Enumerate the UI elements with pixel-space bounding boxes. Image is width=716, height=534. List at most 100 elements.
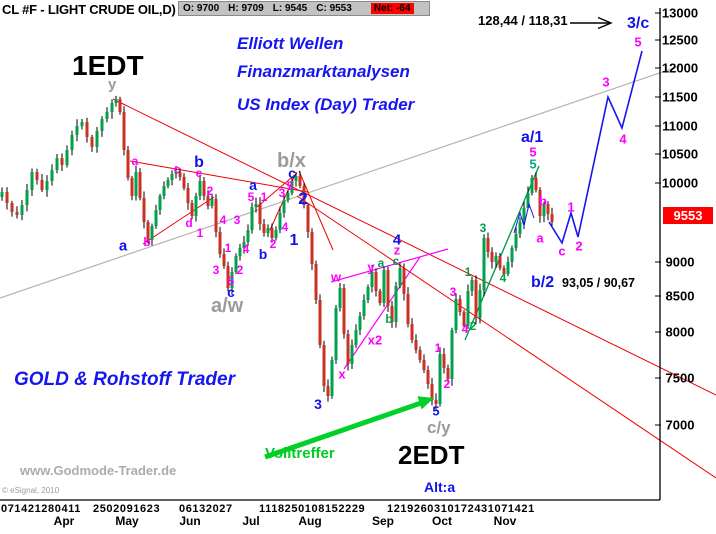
candle-up <box>246 230 250 242</box>
candle-down <box>130 178 134 196</box>
candle-up <box>45 181 49 190</box>
candle-up <box>65 150 69 165</box>
candle-up <box>198 181 202 196</box>
candle-down <box>146 222 150 240</box>
magenta-wyz-line <box>330 248 449 283</box>
candle-down <box>314 264 318 300</box>
red-resistance-from-1edt <box>112 98 716 396</box>
candle-up <box>334 308 338 360</box>
candle-up <box>382 270 386 303</box>
wave-label-2: 2 <box>469 319 477 333</box>
candle-up <box>100 119 104 131</box>
candle-up <box>358 316 362 330</box>
wave-label-3: 3 <box>479 221 487 235</box>
wave-label-2: 2 <box>206 184 214 198</box>
candle-up <box>494 256 498 262</box>
candle-down <box>126 150 130 178</box>
candle-up <box>362 300 366 316</box>
candle-up <box>370 272 374 287</box>
y-axis-tick-label: 11500 <box>662 89 698 105</box>
quote-open: O: 9700 <box>183 3 220 14</box>
brand-line-1: Elliott Wellen <box>237 34 344 53</box>
y-axis-tick-label: 13000 <box>661 5 699 21</box>
red-triangle-top <box>129 160 309 193</box>
candle-down <box>85 122 89 137</box>
wave-2edt-label: 2EDT <box>398 440 465 470</box>
wave-label-y: y <box>367 259 375 275</box>
candle-down <box>458 299 462 312</box>
wave-label-5: 5 <box>227 274 235 288</box>
y-axis-tick-label: 11000 <box>662 118 698 134</box>
volltreffer-label: Volltreffer <box>265 445 335 462</box>
wave-label-1: 1 <box>196 226 204 240</box>
candle-up <box>242 242 246 248</box>
candle-up <box>290 181 294 193</box>
y-axis-tick-label: 7500 <box>665 370 695 386</box>
candle-up <box>170 174 174 180</box>
candle-up <box>398 268 402 286</box>
wave-label-x: x <box>338 366 346 382</box>
candle-down <box>35 172 39 180</box>
wave-label-3: 3 <box>233 213 241 227</box>
candle-up <box>154 210 158 226</box>
candle-down <box>414 340 418 350</box>
candle-down <box>226 266 230 288</box>
candle-down <box>374 272 378 291</box>
candle-up <box>526 193 530 208</box>
candle-down <box>178 172 182 177</box>
red-channel-lower <box>296 195 716 479</box>
candle-up <box>542 204 546 216</box>
candle-down <box>326 386 330 396</box>
candle-up <box>282 200 286 213</box>
candle-up <box>450 330 454 379</box>
candle-up <box>95 131 99 147</box>
candle-up <box>25 190 29 205</box>
candle-up <box>482 238 486 290</box>
candle-down <box>318 300 322 345</box>
wave-label-4: 4 <box>461 322 469 336</box>
candle-up <box>210 199 214 206</box>
wave-label-3: 3 <box>314 396 322 412</box>
candle-down <box>40 180 44 190</box>
candle-down <box>186 188 190 203</box>
candle-up <box>30 172 34 190</box>
wave-alt-a-label: Alt:a <box>424 479 456 495</box>
y-axis-tick-label: 10500 <box>661 146 699 162</box>
y-axis-tick-label: 8500 <box>665 288 695 304</box>
wave-label-2: 2 <box>575 238 583 254</box>
candle-up <box>350 345 354 364</box>
wave-label-b: b <box>258 246 268 262</box>
wave-label-a: a <box>249 177 257 193</box>
candle-up <box>278 213 282 230</box>
wave-label-3: 3 <box>278 186 286 200</box>
quote-high: H: 9709 <box>228 3 264 14</box>
wave-label-4: 4 <box>392 231 402 249</box>
candle-up <box>470 280 474 291</box>
candle-up <box>518 222 522 234</box>
candle-up <box>338 288 342 308</box>
wave-b2-label: b/2 <box>531 274 555 291</box>
wave-a1-label: a/1 <box>521 129 544 146</box>
candle-down <box>474 280 478 318</box>
wave-label-b: b <box>143 235 151 249</box>
y-axis-tick-label: 12500 <box>661 32 699 48</box>
x-axis-month-label: Apr <box>53 514 75 528</box>
candle-up <box>354 330 358 345</box>
candle-up <box>80 122 84 126</box>
candle-down <box>118 99 122 112</box>
candle-down <box>302 186 306 205</box>
candle-down <box>402 268 406 294</box>
elliott-projection-path <box>548 50 643 245</box>
wave-label-c: c <box>558 243 566 259</box>
wave-label-b: b <box>385 312 393 326</box>
candle-down <box>546 204 550 214</box>
candle-down <box>386 270 390 306</box>
candle-up <box>0 192 4 197</box>
last-price-badge: 9553 <box>663 207 713 224</box>
candle-up <box>514 234 518 248</box>
brand-line-4: GOLD & Rohstoff Trader <box>14 369 235 390</box>
wave-label-2: 2 <box>269 237 277 251</box>
candle-down <box>378 291 382 303</box>
candle-down <box>390 306 394 322</box>
